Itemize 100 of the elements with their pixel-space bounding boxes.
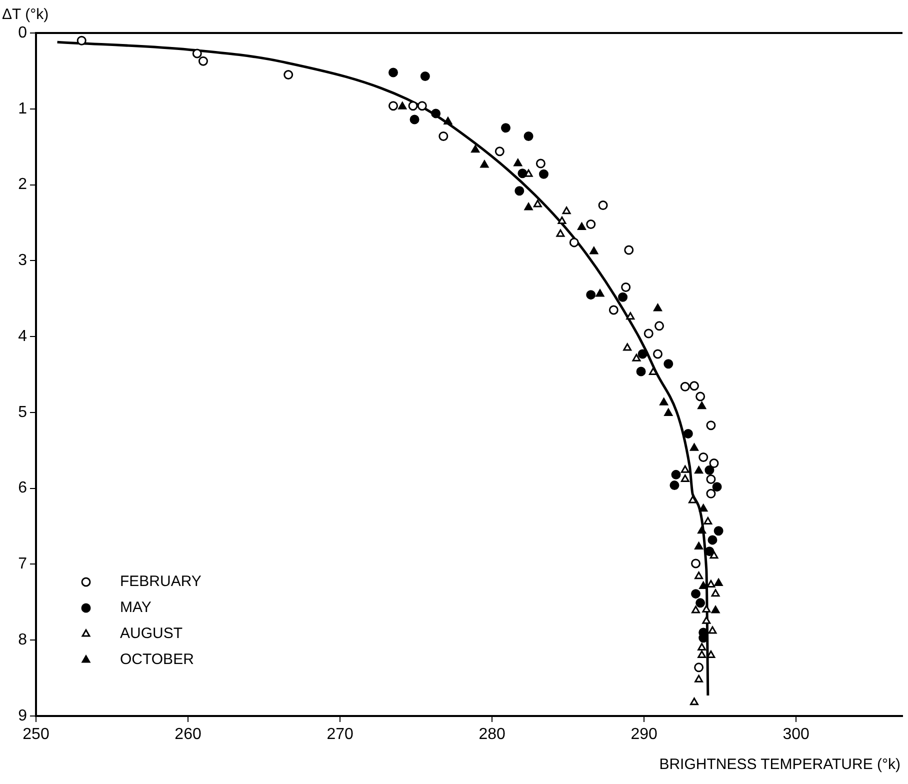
point [702,605,711,613]
x-tick-label: 250 [22,726,50,744]
legend-label: FEBRUARY [120,573,202,590]
point [431,108,441,118]
point [76,36,86,46]
point [562,206,571,214]
point [706,650,716,658]
point [558,216,566,224]
point [494,146,504,156]
point [688,496,697,504]
point [480,160,489,168]
point [623,343,632,351]
y-tick-label: 3 [18,252,28,270]
point [636,366,646,376]
x-tick-label: 300 [782,726,810,744]
point [621,282,631,292]
y-tick-label: 5 [18,404,28,421]
y-tick-label: 2 [18,176,28,194]
point [638,349,648,359]
point [711,606,720,614]
point [590,246,598,254]
point [198,56,208,66]
point [683,428,693,438]
point [654,321,664,331]
point [702,616,711,624]
y-tick-label: 6 [18,480,28,497]
point [714,526,724,536]
x-tick-label: 280 [478,726,506,744]
point [556,229,565,237]
point [691,589,701,599]
point [284,70,294,80]
point [653,349,662,359]
x-axis-title: BRIGHTNESS TEMPERATURE (°k) [659,756,901,774]
point [644,328,654,338]
point [708,535,718,545]
point [706,420,716,430]
point [420,72,430,82]
point [660,398,668,406]
point [410,114,420,124]
point [680,465,690,473]
point [691,558,701,568]
legend-label: OCTOBER [120,651,194,668]
point [632,354,641,362]
point [664,408,673,416]
point [518,168,528,178]
point [710,551,718,559]
point [670,480,680,490]
x-tick-label: 270 [326,726,354,744]
point [699,504,708,512]
point [648,367,658,375]
point [598,200,608,210]
point [192,48,202,58]
point [694,662,704,672]
point [586,290,596,300]
point [692,606,700,614]
point [706,580,716,588]
legend-label: AUGUST [120,625,183,642]
y-tick-label: 8 [18,632,28,649]
point [711,589,720,597]
point [680,382,690,392]
point [608,305,618,315]
point [699,581,708,589]
point [694,542,704,550]
point [704,516,712,524]
point [704,465,714,475]
point [698,402,706,410]
point [698,452,708,462]
point [714,578,723,586]
point [524,202,533,210]
point [388,101,398,111]
point [618,292,628,302]
point [696,392,706,402]
point [709,458,719,468]
point [654,304,662,312]
point [514,186,524,196]
point [578,222,586,230]
point [398,102,407,110]
point [671,470,681,480]
y-tick-label: 4 [18,328,28,345]
point [586,219,596,229]
point [569,238,579,248]
point [712,482,722,492]
point [698,642,706,650]
point [626,312,635,320]
point [514,158,522,166]
point [664,359,674,369]
point [596,289,604,297]
point [704,546,714,556]
point [706,474,716,484]
point [388,68,398,78]
point [690,443,698,451]
point [698,650,706,658]
point [533,200,542,208]
y-tick-label: 7 [18,556,28,573]
point [624,245,634,255]
point [694,466,704,474]
point [696,598,706,608]
y-tick-label: 0 [18,24,28,42]
legend-label: MAY [120,599,152,616]
point [694,572,704,580]
